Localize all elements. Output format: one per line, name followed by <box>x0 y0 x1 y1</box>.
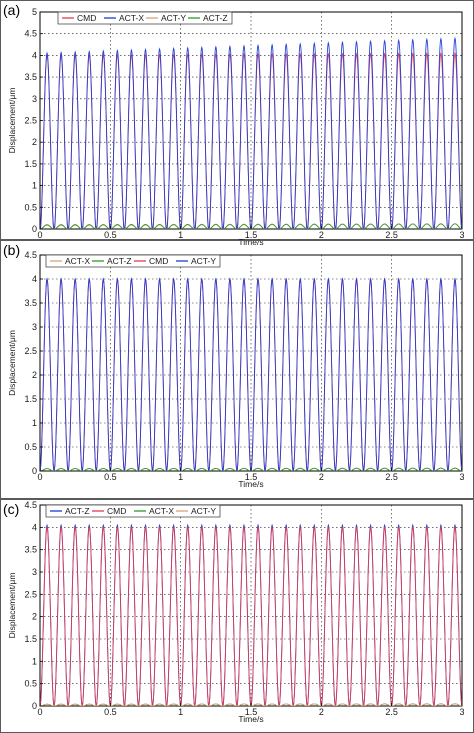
x-tick-label: 0.5 <box>104 230 117 240</box>
y-tick-label: 2 <box>32 137 37 147</box>
x-tick-label: 2 <box>319 472 324 482</box>
y-tick-label: 0.5 <box>24 442 37 452</box>
legend: ACT-X ACT-Z CMD ACT-Y <box>45 254 221 268</box>
x-tick-label: 0 <box>37 707 42 717</box>
y-axis-label: Displacement/μm <box>7 88 17 154</box>
legend-label: CMD <box>149 256 168 266</box>
y-axis-label: Displacement/μm <box>7 573 17 639</box>
x-axis-label: Time/s <box>238 479 263 489</box>
y-tick-label: 1 <box>32 181 37 191</box>
legend-label: ACT-Z <box>107 256 132 266</box>
x-tick-label: 1.5 <box>245 707 258 717</box>
y-tick-label: 1 <box>32 656 37 666</box>
legend: ACT-Z CMD ACT-X ACT-Y <box>45 504 221 518</box>
x-tick-label: 2.5 <box>385 707 398 717</box>
y-tick-label: 1.5 <box>24 394 37 404</box>
legend-box <box>57 11 233 25</box>
legend-label: ACT-Z <box>65 506 90 516</box>
y-tick-label: 3 <box>32 567 37 577</box>
legend-label: ACT-Z <box>203 13 228 23</box>
y-tick-label: 4 <box>32 50 37 60</box>
chart-panel-3: 0 0.5 1 1.5 2 2.5 3 0 0.5 1 1.5 2 2.5 3 3.5 4 4.5 Time/s D… <box>0 499 474 733</box>
legend-label: ACT-X <box>65 256 90 266</box>
legend-box <box>45 254 221 268</box>
y-tick-label: 2 <box>32 612 37 622</box>
x-tick-label: 0.5 <box>104 472 117 482</box>
y-axis-label: Displacement/μm <box>7 330 17 396</box>
y-tick-label: 3.5 <box>24 72 37 82</box>
y-tick-label: 3.5 <box>24 545 37 555</box>
legend-box <box>45 504 221 518</box>
legend-label: ACT-X <box>119 13 144 23</box>
legend-label: CMD <box>77 13 96 23</box>
y-tick-label: 4 <box>32 522 37 532</box>
panel-label: (c) <box>3 501 19 517</box>
x-tick-label: 0.5 <box>104 707 117 717</box>
y-tick-label: 4.5 <box>24 500 37 510</box>
x-tick-label: 3 <box>459 707 464 717</box>
panel-label: (a) <box>3 2 20 18</box>
y-tick-label: 3 <box>32 322 37 332</box>
y-tick-label: 4.5 <box>24 29 37 39</box>
chart-panel-2: 0 0.5 1 1.5 2 2.5 3 0 0.5 1 1.5 2 2.5 3 3.5 4 4.5 Time/s D… <box>0 240 474 499</box>
x-tick-label: 3 <box>459 230 464 240</box>
x-tick-label: 2.5 <box>385 472 398 482</box>
x-tick-label: 1 <box>178 707 183 717</box>
panel-label: (b) <box>3 242 20 258</box>
x-tick-label: 1.5 <box>245 230 258 240</box>
legend-label: ACT-Y <box>161 13 186 23</box>
legend-label: CMD <box>107 506 126 516</box>
x-tick-label: 0 <box>37 230 42 240</box>
y-tick-label: 2 <box>32 370 37 380</box>
x-tick-label: 2 <box>319 707 324 717</box>
legend-label: ACT-Y <box>191 506 216 516</box>
y-tick-label: 0.5 <box>24 202 37 212</box>
y-tick-label: 1.5 <box>24 634 37 644</box>
legend-label: ACT-Y <box>191 256 216 266</box>
legend-label: ACT-X <box>149 506 174 516</box>
y-tick-label: 3 <box>32 94 37 104</box>
y-tick-label: 0 <box>32 701 37 711</box>
y-tick-label: 1 <box>32 418 37 428</box>
y-tick-label: 5 <box>32 7 37 17</box>
y-tick-label: 0.5 <box>24 679 37 689</box>
y-tick-label: 0 <box>32 224 37 234</box>
legend: CMD ACT-X ACT-Y ACT-Z <box>57 11 233 25</box>
x-tick-label: 2 <box>319 230 324 240</box>
x-axis-label: Time/s <box>238 237 263 247</box>
x-tick-label: 3 <box>459 472 464 482</box>
y-tick-label: 2.5 <box>24 116 37 126</box>
x-axis-label: Time/s <box>238 714 263 724</box>
x-tick-label: 1 <box>178 472 183 482</box>
y-tick-label: 2.5 <box>24 346 37 356</box>
y-tick-label: 4 <box>32 274 37 284</box>
y-tick-label: 3.5 <box>24 298 37 308</box>
y-tick-label: 1.5 <box>24 159 37 169</box>
y-tick-label: 2.5 <box>24 589 37 599</box>
x-tick-label: 0 <box>37 472 42 482</box>
y-tick-label: 4.5 <box>24 250 37 260</box>
x-tick-label: 1.5 <box>245 472 258 482</box>
y-tick-label: 0 <box>32 466 37 476</box>
chart-panel-1: 0 0.5 1 1.5 2 2.5 3 0 0.5 1 1.5 2 2.5 3 3.5 4 4.5 5 Time/s… <box>0 0 474 247</box>
x-tick-label: 2.5 <box>385 230 398 240</box>
x-tick-label: 1 <box>178 230 183 240</box>
